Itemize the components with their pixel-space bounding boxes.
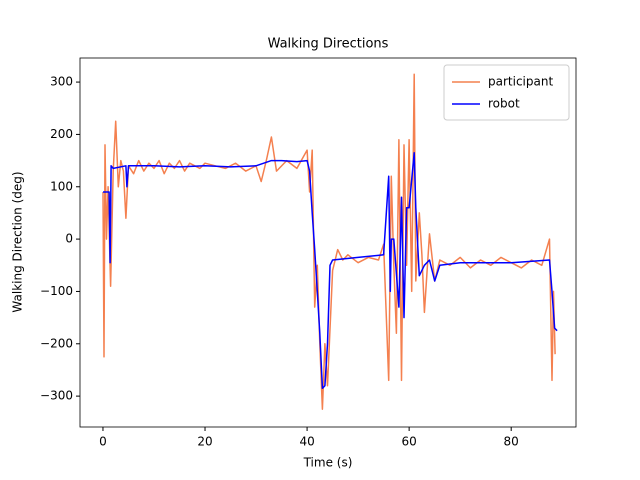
y-tick-label: 100 <box>50 179 73 193</box>
y-axis-label: Walking Direction (deg) <box>11 171 25 312</box>
x-tick-label: 20 <box>197 435 212 449</box>
y-tick-label: 300 <box>50 75 73 89</box>
y-tick-label: −300 <box>40 389 73 403</box>
legend-label: robot <box>488 97 520 111</box>
y-tick-label: −200 <box>40 336 73 350</box>
x-tick-label: 60 <box>401 435 416 449</box>
plot-frame <box>79 57 577 428</box>
y-tick-label: 0 <box>65 232 73 246</box>
legend-frame <box>443 64 570 121</box>
legend-label: participant <box>488 75 553 89</box>
x-axis-label: Time (s) <box>303 456 353 470</box>
x-tick-label: 80 <box>504 435 519 449</box>
x-tick-label: 0 <box>99 435 107 449</box>
y-tick-label: −100 <box>40 284 73 298</box>
chart-title: Walking Directions <box>268 37 389 52</box>
x-tick-label: 40 <box>299 435 314 449</box>
series-line <box>103 151 558 390</box>
y-tick-label: 200 <box>50 127 73 141</box>
